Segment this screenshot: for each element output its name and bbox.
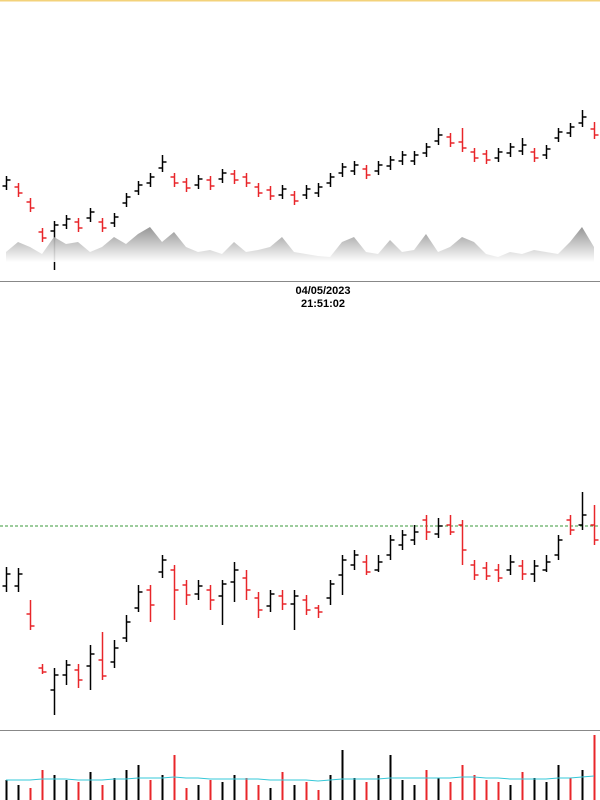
volume-area xyxy=(6,227,594,262)
crosshair-time: 21:51:02 xyxy=(301,298,345,310)
volume-average xyxy=(6,775,595,782)
crosshair-date: 04/05/2023 xyxy=(295,285,350,297)
